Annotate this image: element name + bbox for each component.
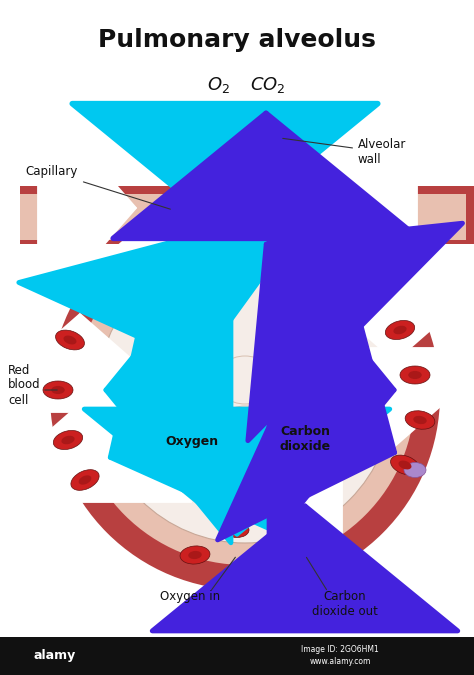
Ellipse shape <box>405 411 435 429</box>
Text: $\it{O_2}$: $\it{O_2}$ <box>207 75 229 95</box>
Ellipse shape <box>64 335 76 344</box>
Text: Alveolar
wall: Alveolar wall <box>283 138 406 166</box>
Ellipse shape <box>413 416 427 424</box>
Ellipse shape <box>280 546 310 564</box>
Ellipse shape <box>51 386 65 394</box>
Bar <box>173 105 218 240</box>
Ellipse shape <box>188 551 202 559</box>
Ellipse shape <box>62 436 74 444</box>
Bar <box>20 194 165 240</box>
Ellipse shape <box>255 382 291 418</box>
Bar <box>181 113 218 245</box>
Ellipse shape <box>71 470 99 490</box>
Ellipse shape <box>50 200 440 590</box>
Ellipse shape <box>408 371 422 379</box>
Bar <box>20 186 173 244</box>
Bar <box>173 103 301 141</box>
Text: Carbon
dioxide: Carbon dioxide <box>280 425 330 453</box>
Ellipse shape <box>43 381 73 399</box>
Ellipse shape <box>393 326 407 334</box>
Text: Oxygen: Oxygen <box>165 435 219 448</box>
Ellipse shape <box>288 551 302 559</box>
Bar <box>181 113 293 133</box>
Ellipse shape <box>186 380 226 420</box>
Ellipse shape <box>391 455 419 475</box>
Bar <box>256 113 293 245</box>
Text: Carbon
dioxide out: Carbon dioxide out <box>312 590 378 618</box>
Ellipse shape <box>158 380 198 420</box>
Bar <box>309 194 466 240</box>
Ellipse shape <box>404 462 426 477</box>
Ellipse shape <box>164 388 176 396</box>
Ellipse shape <box>180 546 210 564</box>
Ellipse shape <box>225 522 249 537</box>
Ellipse shape <box>287 382 323 418</box>
Ellipse shape <box>97 247 393 543</box>
Ellipse shape <box>54 431 82 450</box>
Ellipse shape <box>399 460 411 469</box>
Bar <box>218 133 256 245</box>
Bar <box>0 637 474 675</box>
Text: alamy: alamy <box>34 649 76 662</box>
Text: Red
blood
cell: Red blood cell <box>8 364 41 406</box>
Text: Oxygen in: Oxygen in <box>160 590 220 603</box>
Text: Image ID: 2GO6HM1: Image ID: 2GO6HM1 <box>301 645 379 655</box>
Bar <box>301 186 474 244</box>
Ellipse shape <box>79 475 91 485</box>
Ellipse shape <box>319 382 355 418</box>
Ellipse shape <box>232 526 242 533</box>
Text: $\it{CO_2}$: $\it{CO_2}$ <box>250 75 286 95</box>
Ellipse shape <box>385 321 415 340</box>
Ellipse shape <box>400 366 430 384</box>
Text: Pulmonary alveolus: Pulmonary alveolus <box>98 28 376 52</box>
Text: www.alamy.com: www.alamy.com <box>310 657 371 666</box>
Text: Capillary: Capillary <box>26 165 170 209</box>
Ellipse shape <box>55 330 84 350</box>
Ellipse shape <box>75 225 415 565</box>
Bar <box>256 105 301 240</box>
Ellipse shape <box>192 388 204 396</box>
